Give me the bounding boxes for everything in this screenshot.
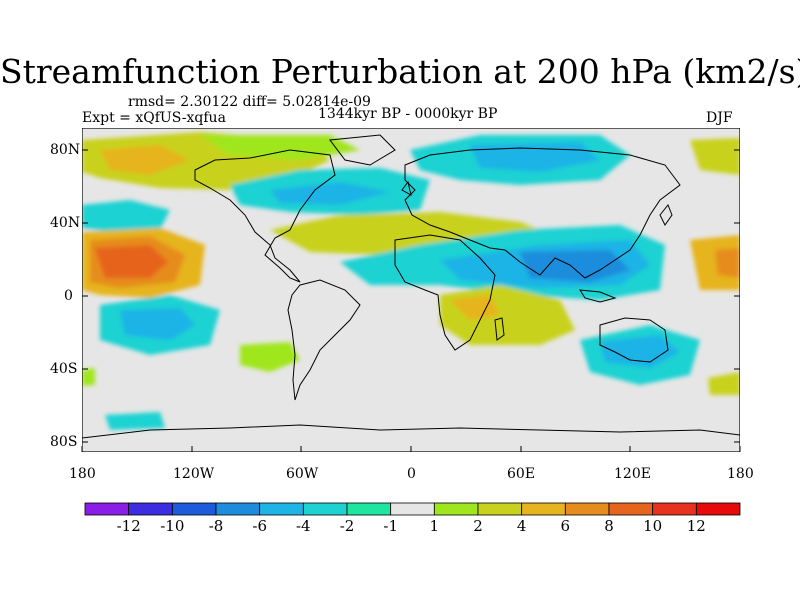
colorbar-label: 8 [604,517,614,535]
colorbar-label: -4 [295,517,311,535]
colorbar-label: 2 [473,517,483,535]
lat-label-40s: 40S [50,361,78,377]
map-title: Streamfunction Perturbation at 200 hPa (… [0,52,800,91]
colorbar-label: -8 [208,517,224,535]
south-america-coast [287,279,361,401]
colorbar-label: -10 [160,517,185,535]
contour-asia-core [520,250,630,282]
contour-field [82,132,740,430]
colorbar-swatch [652,502,697,516]
colorbar-label: -1 [383,517,398,535]
contour-npac-peak [100,145,190,175]
colorbar-label: 10 [643,517,663,535]
colorbar-swatch [302,502,348,516]
lat-label-80s: 80S [50,434,78,450]
lon-label-120e: 120E [614,466,651,482]
colorbar-label: 4 [516,517,527,535]
antarctica-coast [82,424,740,439]
contour-wpac-negative [82,200,170,232]
madagascar-coast [494,317,505,341]
colorbar-swatch [215,502,261,516]
period-label: 1344kyr BP - 0000kyr BP [318,106,498,122]
contour-sio-inner [450,295,500,320]
lon-label-60w: 60W [286,466,319,482]
lat-label-80n: 80N [50,142,81,158]
coastlines [82,134,740,439]
colorbar-label: -6 [252,517,267,535]
colorbar-label: 6 [560,517,571,535]
contour-aus-core [600,335,680,368]
lon-ticks [81,446,741,452]
lon-label-60e: 60E [507,466,536,482]
colorbar-swatch [171,502,217,516]
contour-nepac-positive [690,138,740,175]
contour-antarctic-negative [105,412,165,430]
indonesia-coast [579,289,617,303]
lon-label-180w: 180 [69,466,96,482]
africa-coast [394,234,496,351]
colorbar-label: 1 [429,517,440,535]
north-america-coast [194,149,336,283]
colorbar-swatch [128,502,173,516]
lat-label-40n: 40N [50,215,81,231]
colorbar-swatch [521,502,566,516]
australia-coast [599,317,669,363]
colorbar-swatch [564,502,610,516]
colorbar-label: 12 [686,517,706,535]
stats-text: rmsd= 2.30122 diff= 5.02814e-09 [128,94,371,110]
colorbar-label: -2 [339,517,355,535]
contour-epac-core [715,248,740,278]
colorbar [84,502,741,516]
colorbar-swatch [259,502,304,516]
japan-coast [659,204,673,226]
colorbar-swatch [84,502,130,516]
contour-samerica-positive [240,342,300,372]
greenland-coast [329,134,396,166]
colorbar-swatch [695,502,741,516]
lat-label-0: 0 [64,288,73,304]
experiment-label: Expt = xQfUS-xqfua [82,110,226,126]
eurasia-coast [404,147,681,279]
colorbar-swatch [346,502,392,516]
contour-sw-positive [82,368,95,386]
season-label: DJF [706,110,733,126]
colorbar-swatch [433,502,479,516]
lon-label-0: 0 [407,466,416,482]
contour-cpac-core [95,245,168,278]
contour-ne-positive [708,372,740,395]
lon-label-120w: 120W [173,466,215,482]
colorbar-swatch [390,502,435,516]
uk-coast [401,180,412,196]
colorbar-swatch [477,502,523,516]
lon-label-180e: 180 [727,466,754,482]
lat-ticks [82,149,740,443]
colorbar-swatch [608,502,654,516]
contour-spac-core [120,308,195,340]
contour-natl-core [270,182,390,205]
colorbar-label: -12 [116,517,141,535]
